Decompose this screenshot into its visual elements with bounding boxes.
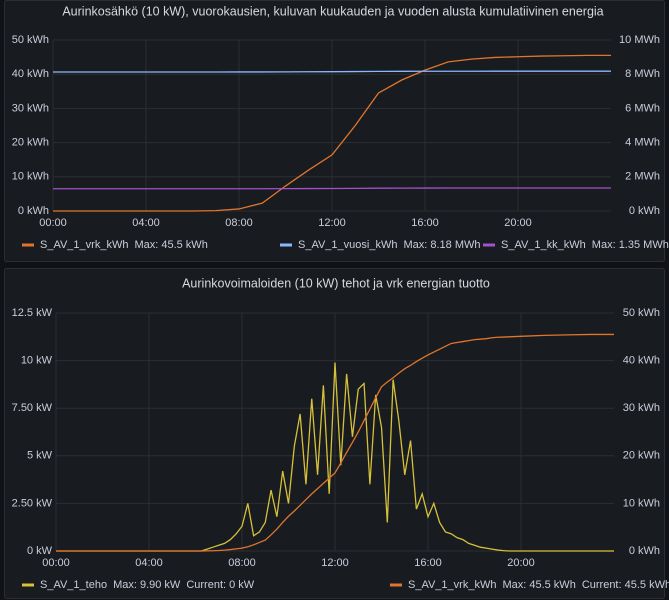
x-tick-label: 20:00 (507, 557, 535, 569)
y2-tick-label: 10 kWh (623, 497, 660, 509)
y-tick-label: 5 kW (27, 450, 53, 462)
y-tick-label: 0 kW (27, 545, 53, 557)
x-tick-label: 20:00 (504, 217, 532, 229)
x-tick-label: 16:00 (411, 217, 439, 229)
series-line (56, 333, 614, 552)
legend-stat: Current: 0 kW (186, 579, 254, 591)
legend-stat: Current: 45.5 kWh (582, 579, 669, 591)
y-tick-label: 2.50 kW (12, 497, 53, 509)
chart-title: Aurinkovoimaloiden (10 kW) tehot ja vrk … (182, 276, 490, 290)
y-tick-label: 12.5 kW (12, 307, 53, 319)
x-tick-label: 04:00 (132, 217, 160, 229)
legend-label: S_AV_1_vrk_kWh (408, 579, 496, 591)
y2-tick-label: 4 MWh (625, 137, 660, 149)
x-tick-label: 04:00 (135, 557, 163, 569)
series-line (53, 70, 611, 73)
chart-title: Aurinkosähkö (10 kW), vuorokausien, kulu… (62, 4, 603, 18)
y-tick-label: 40 kWh (12, 68, 49, 80)
x-tick-label: 12:00 (318, 217, 346, 229)
x-tick-label: 00:00 (39, 217, 67, 229)
y2-tick-label: 0 kWh (629, 545, 660, 557)
y-tick-label: 10 kW (21, 355, 53, 367)
y-tick-label: 10 kWh (12, 171, 49, 183)
y-tick-label: 0 kWh (18, 205, 49, 217)
y2-tick-label: 10 MWh (619, 34, 660, 46)
legend-stat: Max: 45.5 kWh (134, 239, 207, 251)
y-tick-label: 30 kWh (12, 102, 49, 114)
y2-tick-label: 40 kWh (623, 355, 660, 367)
legend-label: S_AV_1_kk_kWh (501, 239, 586, 251)
series-line (53, 54, 611, 212)
legend-label: S_AV_1_vrk_kWh (40, 239, 128, 251)
legend-label: S_AV_1_teho (40, 579, 107, 591)
y2-tick-label: 30 kWh (623, 402, 660, 414)
x-tick-label: 12:00 (321, 557, 349, 569)
legend-stat: Max: 9.90 kW (113, 579, 181, 591)
y-tick-label: 50 kWh (12, 34, 49, 46)
series-line (56, 362, 614, 552)
legend-stat: Max: 45.5 kWh (502, 579, 575, 591)
x-tick-label: 08:00 (228, 557, 256, 569)
panel (4, 0, 665, 262)
legend-label: S_AV_1_vuosi_kWh (298, 239, 397, 251)
series-line (53, 187, 611, 190)
legend-stat: Max: 8.18 MWh (403, 239, 480, 251)
x-tick-label: 08:00 (225, 217, 253, 229)
y2-tick-label: 0 kWh (629, 205, 660, 217)
legend-stat: Max: 1.35 MWh (592, 239, 669, 251)
y2-tick-label: 8 MWh (625, 68, 660, 80)
x-tick-label: 16:00 (414, 557, 442, 569)
y2-tick-label: 6 MWh (625, 102, 660, 114)
y2-tick-label: 20 kWh (623, 450, 660, 462)
y2-tick-label: 50 kWh (623, 307, 660, 319)
y2-tick-label: 2 MWh (625, 171, 660, 183)
x-tick-label: 00:00 (42, 557, 70, 569)
y-tick-label: 7.50 kW (12, 402, 53, 414)
y-tick-label: 20 kWh (12, 137, 49, 149)
